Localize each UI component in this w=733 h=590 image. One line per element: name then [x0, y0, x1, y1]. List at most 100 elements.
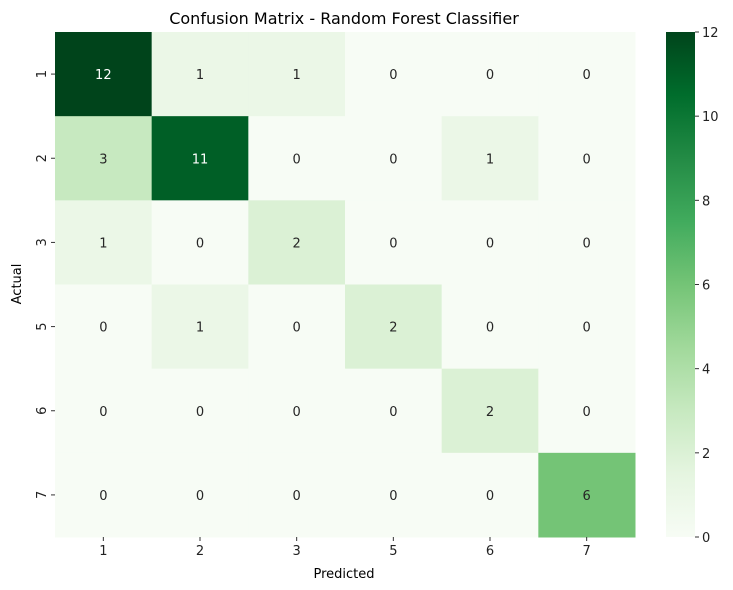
- heatmap-cell-r5-c4: [345, 368, 443, 454]
- heatmap-cell-r3-c3: [248, 200, 346, 285]
- heatmap-cell-r1-c1: [55, 32, 153, 117]
- heatmap-cell-r3-c5: [441, 200, 539, 285]
- colorbar-ticks: 0 2 4 6 8 10 12: [695, 26, 719, 546]
- heatmap-cell-r5-c5: [441, 368, 539, 454]
- cell-value-label: 1: [99, 236, 107, 251]
- y-tick-label: 1: [35, 70, 50, 78]
- cell-value-label: 0: [389, 489, 397, 504]
- heatmap-cell-r5-c2: [151, 368, 249, 454]
- cell-value-label: 3: [99, 152, 107, 167]
- heatmap-cell-r3-c4: [345, 200, 443, 285]
- heatmap-cell-r6-c3: [248, 452, 346, 538]
- heatmap-cell-r6-c5: [441, 452, 539, 538]
- cell-value-label: 0: [293, 152, 301, 167]
- cell-value-label: 0: [583, 236, 591, 251]
- cell-value-label: 0: [583, 405, 591, 420]
- cell-value-label: 0: [99, 489, 107, 504]
- heatmap-cell-r6-c6: [538, 452, 636, 538]
- colorbar-tick-label: 4: [702, 363, 710, 378]
- cell-value-label: 2: [486, 405, 494, 420]
- cell-value-label: 2: [293, 236, 301, 251]
- y-tick-label: 6: [35, 407, 50, 415]
- heatmap-cell-r2-c6: [538, 116, 636, 201]
- colorbar: [666, 32, 695, 537]
- x-axis-label: Predicted: [313, 567, 374, 582]
- cell-value-label: 0: [486, 236, 494, 251]
- heatmap-cell-r4-c1: [55, 284, 153, 370]
- cell-value-label: 1: [293, 68, 301, 83]
- cell-value-label: 0: [196, 236, 204, 251]
- colorbar-tick-label: 10: [702, 110, 719, 125]
- heatmap-cell-r4-c3: [248, 284, 346, 370]
- cell-value-label: 0: [486, 68, 494, 83]
- heatmap-cell-r2-c1: [55, 116, 153, 201]
- heatmap-cell-r2-c5: [441, 116, 539, 201]
- cell-value-label: 0: [293, 405, 301, 420]
- cell-value-label: 0: [583, 152, 591, 167]
- cell-value-label: 0: [196, 489, 204, 504]
- heatmap-cell-r2-c4: [345, 116, 443, 201]
- cell-value-label: 0: [196, 405, 204, 420]
- x-axis-ticks: 1 2 3 5 6 7: [99, 537, 591, 559]
- heatmap-cell-r1-c5: [441, 32, 539, 117]
- heatmap-cell-r5-c6: [538, 368, 636, 454]
- heatmap-cell-r6-c4: [345, 452, 443, 538]
- colorbar-tick-label: 12: [702, 26, 719, 41]
- heatmap-cell-r2-c3: [248, 116, 346, 201]
- y-tick-label: 7: [35, 491, 50, 499]
- cell-value-label: 0: [293, 321, 301, 336]
- colorbar-tick-label: 0: [702, 531, 710, 546]
- y-axis-label: Actual: [10, 264, 25, 305]
- cell-value-label: 0: [389, 405, 397, 420]
- heatmap-cell-r1-c2: [151, 32, 249, 117]
- cell-value-label: 0: [583, 68, 591, 83]
- heatmap-cell-r4-c6: [538, 284, 636, 370]
- x-tick-label: 7: [583, 544, 591, 559]
- cell-value-label: 11: [192, 152, 209, 167]
- cell-value-label: 1: [196, 321, 204, 336]
- heatmap-cell-r3-c2: [151, 200, 249, 285]
- heatmap-cell-r4-c5: [441, 284, 539, 370]
- cell-value-label: 0: [486, 489, 494, 504]
- colorbar-tick-label: 2: [702, 447, 710, 462]
- heatmap-cell-r1-c3: [248, 32, 346, 117]
- heatmap-cell-r1-c6: [538, 32, 636, 117]
- heatmap-cell-r4-c2: [151, 284, 249, 370]
- cell-value-label: 12: [95, 68, 112, 83]
- x-tick-label: 1: [99, 544, 107, 559]
- cell-value-label: 0: [99, 405, 107, 420]
- y-tick-label: 3: [35, 238, 50, 246]
- x-tick-label: 2: [196, 544, 204, 559]
- heatmap-cell-r2-c2: [151, 116, 249, 201]
- cell-value-label: 0: [389, 68, 397, 83]
- heatmap-cell-r5-c3: [248, 368, 346, 454]
- cell-value-label: 0: [293, 489, 301, 504]
- cell-value-label: 0: [99, 321, 107, 336]
- cell-value-label: 2: [389, 321, 397, 336]
- x-tick-label: 5: [389, 544, 397, 559]
- y-tick-label: 5: [35, 322, 50, 330]
- cell-value-label: 0: [486, 321, 494, 336]
- heatmap-cell-r5-c1: [55, 368, 153, 454]
- cell-value-label: 0: [389, 152, 397, 167]
- heatmap-cell-r4-c4: [345, 284, 443, 370]
- cell-value-label: 1: [486, 152, 494, 167]
- heatmap-cell-r3-c6: [538, 200, 636, 285]
- heatmap-cell-r1-c4: [345, 32, 443, 117]
- chart-title: Confusion Matrix - Random Forest Classif…: [169, 9, 519, 28]
- x-tick-label: 6: [486, 544, 494, 559]
- colorbar-tick-label: 6: [702, 279, 710, 294]
- y-tick-label: 2: [35, 154, 50, 162]
- heatmap-cells: 12 1 1 0 0 03 11 0 0 1 01 0 2 0 0 00 1 0 2 0 00 0 0 0 2 00 0 0 0 0 6: [55, 32, 636, 538]
- cell-value-label: 6: [583, 489, 591, 504]
- heatmap-cell-r3-c1: [55, 200, 153, 285]
- cell-value-label: 1: [196, 68, 204, 83]
- colorbar-tick-label: 8: [702, 194, 710, 209]
- heatmap-cell-r6-c2: [151, 452, 249, 538]
- cell-value-label: 0: [583, 321, 591, 336]
- heatmap-cell-r6-c1: [55, 452, 153, 538]
- x-tick-label: 3: [293, 544, 301, 559]
- cell-value-label: 0: [389, 236, 397, 251]
- y-axis-ticks: 1 2 3 5 6 7: [35, 70, 55, 499]
